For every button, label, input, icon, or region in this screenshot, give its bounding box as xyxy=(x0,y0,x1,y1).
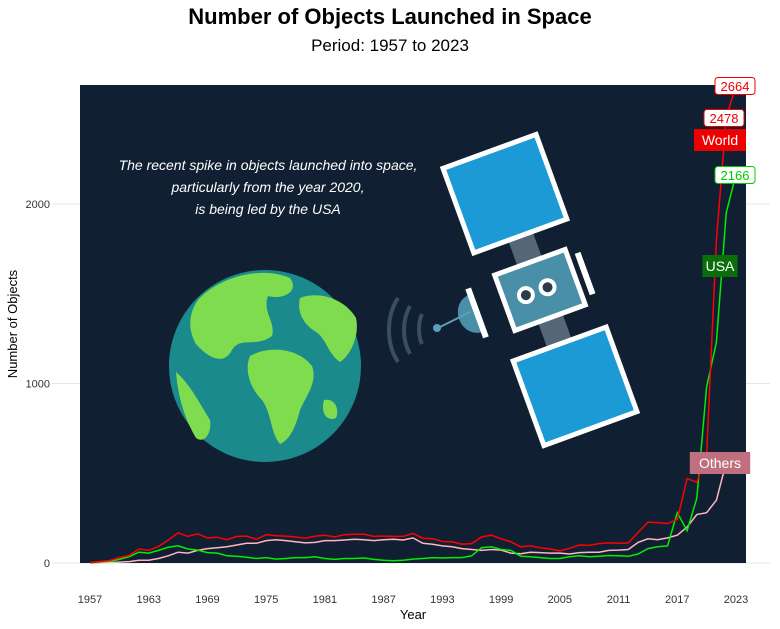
value-label: 2664 xyxy=(721,79,750,94)
value-label: 2166 xyxy=(721,168,750,183)
series-label-usa: USA xyxy=(706,258,735,274)
chart-subtitle: Period: 1957 to 2023 xyxy=(311,36,469,55)
series-label-world: World xyxy=(702,132,738,148)
x-tick-label: 1999 xyxy=(489,594,513,606)
y-axis-label: Number of Objects xyxy=(5,269,20,378)
value-label: 2478 xyxy=(710,111,739,126)
x-axis-label: Year xyxy=(400,607,427,622)
annotation-text: The recent spike in objects launched int… xyxy=(119,157,418,217)
chart-title: Number of Objects Launched in Space xyxy=(188,4,592,29)
x-tick-label: 1981 xyxy=(313,594,337,606)
x-tick-label: 2017 xyxy=(665,594,689,606)
x-tick-label: 1969 xyxy=(195,594,219,606)
value-labels: 2664 2478 2166 xyxy=(703,77,756,184)
series-group xyxy=(89,84,737,564)
x-tick-label: 2011 xyxy=(607,594,631,606)
series-line-usa xyxy=(89,174,737,564)
value-label-box xyxy=(714,77,756,95)
series-label-box-usa xyxy=(702,255,738,277)
earth-illustration xyxy=(169,270,361,462)
series-label-box-world xyxy=(694,129,746,151)
x-tick-label: 2023 xyxy=(724,594,748,606)
x-tick-label: 1957 xyxy=(78,594,102,606)
series-label-box-others xyxy=(689,452,751,474)
satellite-illustration xyxy=(387,131,641,449)
x-tick-label: 2005 xyxy=(548,594,572,606)
x-tick-label: 1963 xyxy=(136,594,160,606)
y-axis-ticks: 0 1000 2000 xyxy=(26,199,50,570)
value-label-box xyxy=(714,166,756,184)
x-axis-ticks: 1957 1963 1969 1975 1981 1987 1993 1999 2005 2011… xyxy=(78,594,748,606)
x-tick-label: 1987 xyxy=(371,594,395,606)
x-tick-label: 1993 xyxy=(430,594,454,606)
series-labels: World USA Others xyxy=(689,129,751,474)
value-label-box xyxy=(703,109,745,127)
y-tick-label: 2000 xyxy=(26,199,50,211)
series-line-world xyxy=(89,84,737,564)
y-tick-label: 1000 xyxy=(26,379,50,391)
y-tick-label: 0 xyxy=(44,558,50,570)
x-tick-label: 1975 xyxy=(254,594,278,606)
series-label-others: Others xyxy=(699,455,741,471)
